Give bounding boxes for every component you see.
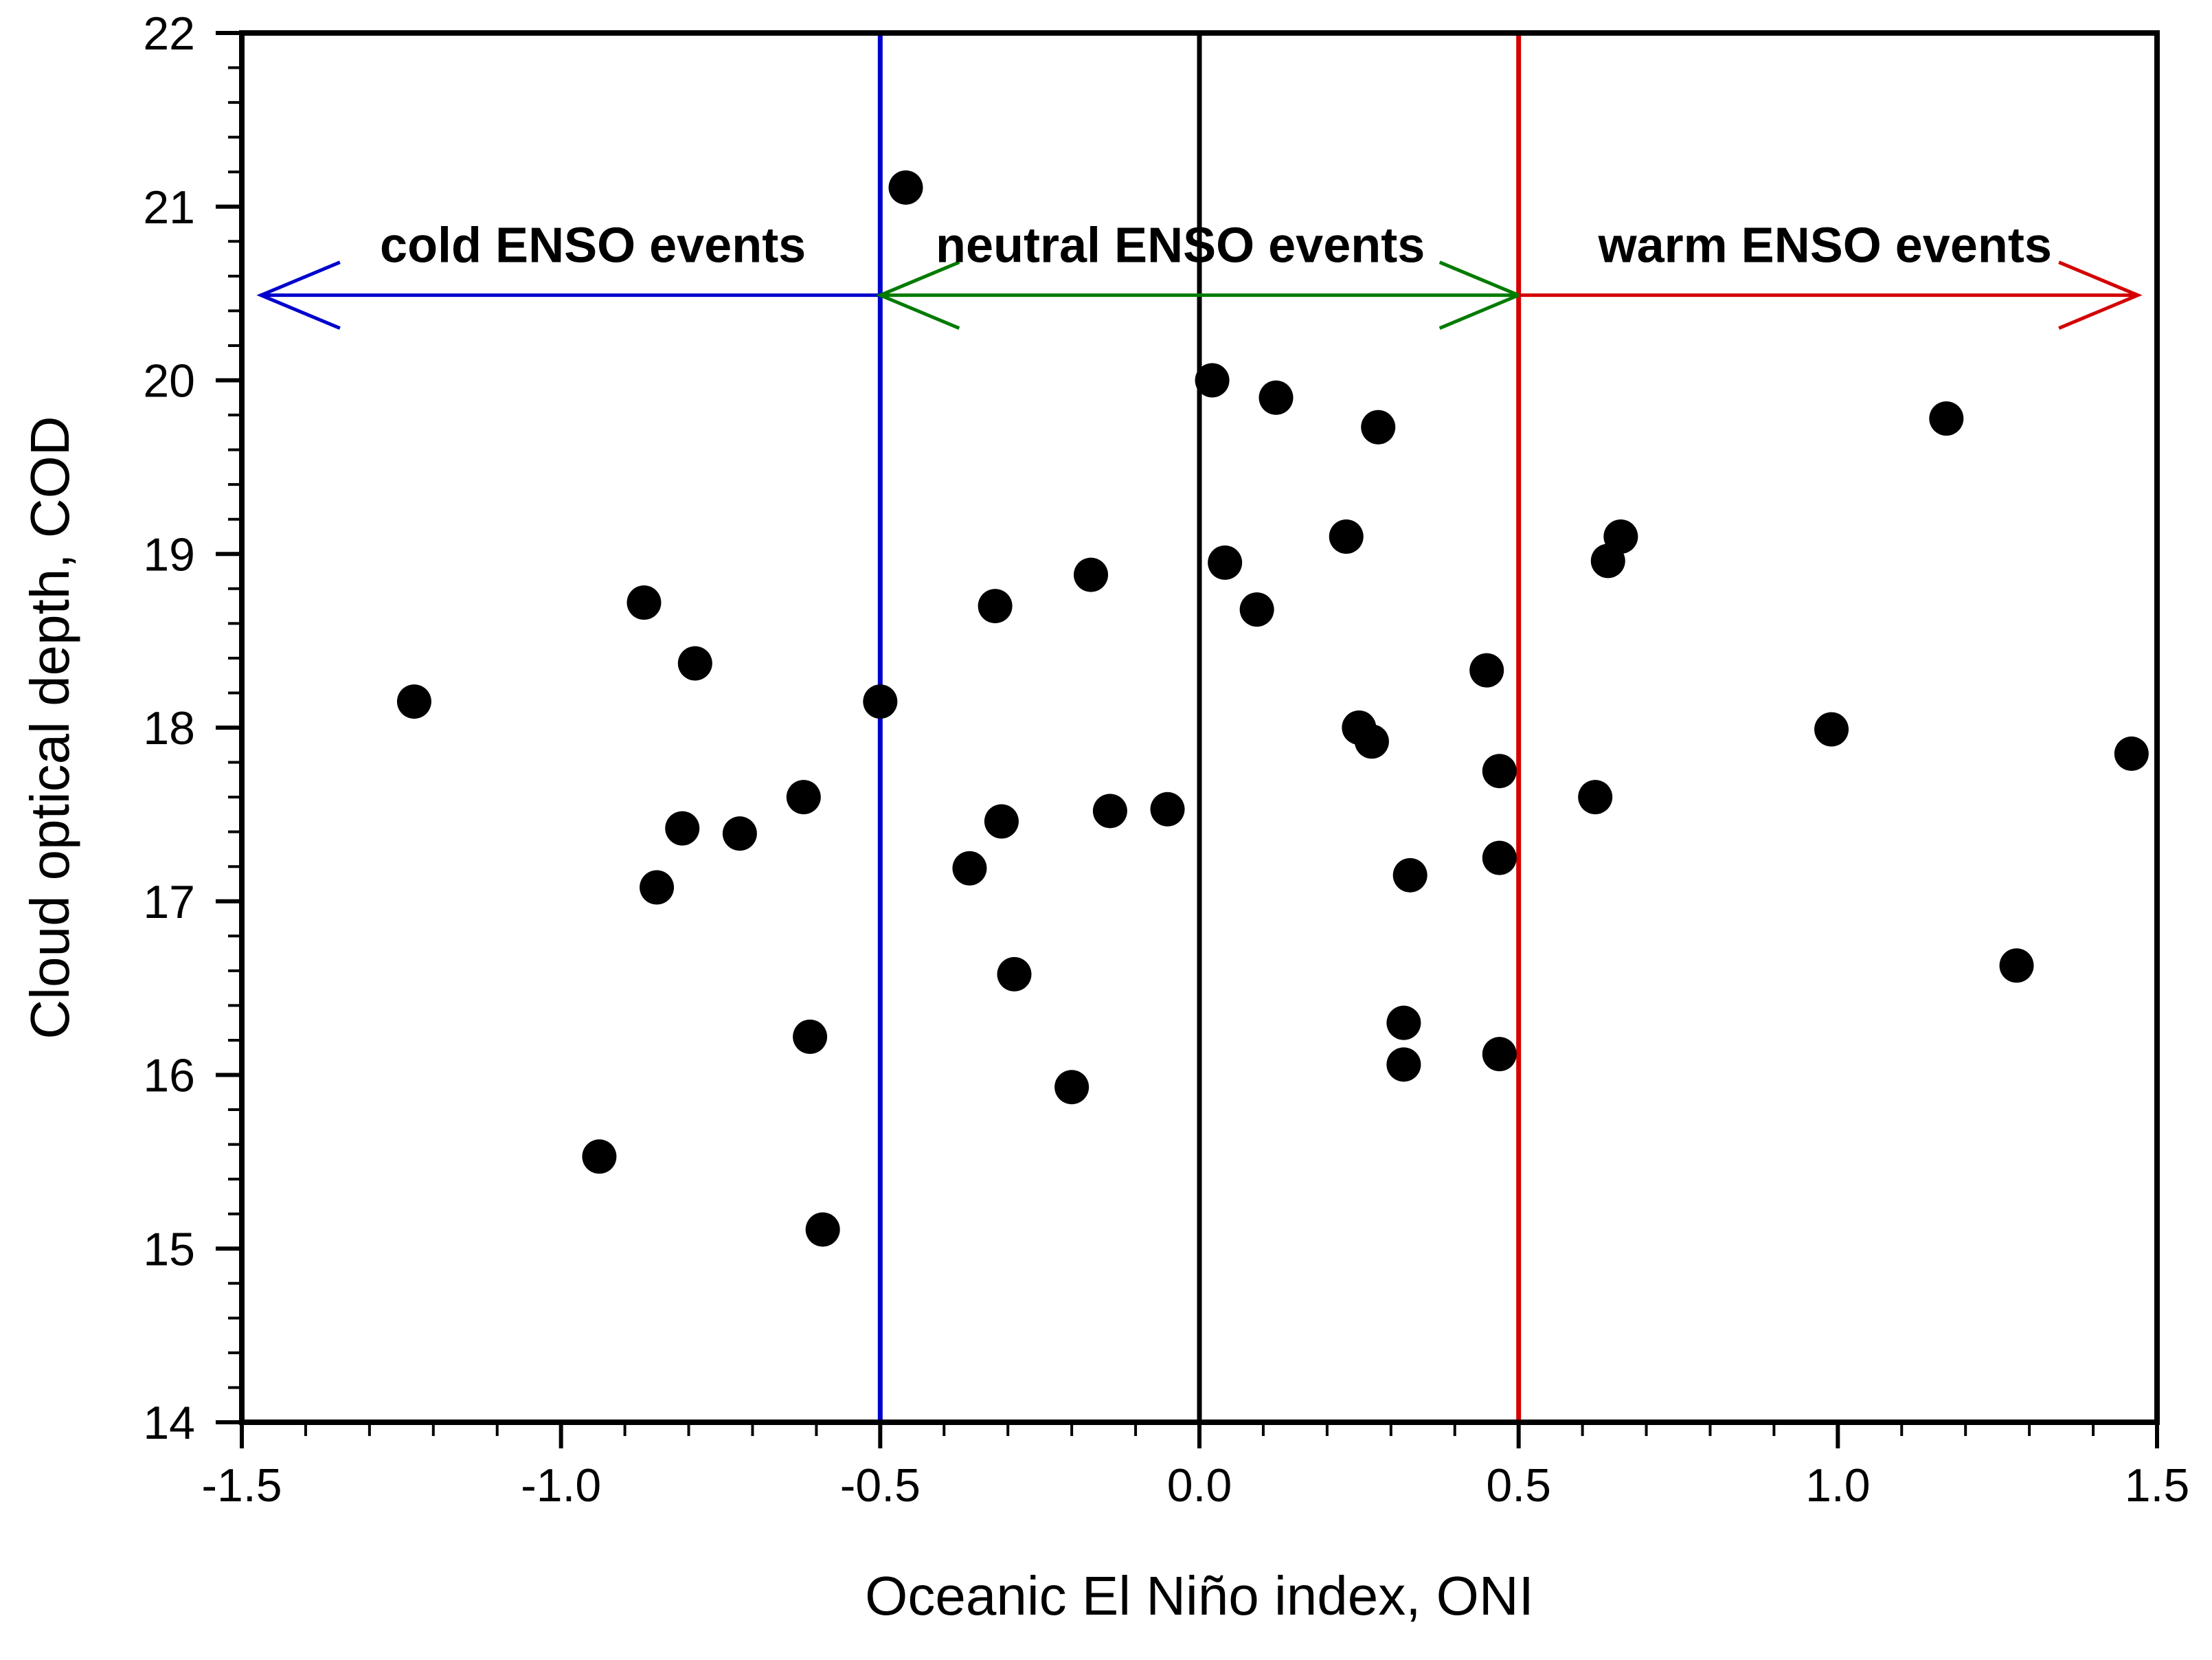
data-point [978, 589, 1013, 624]
data-point [1239, 592, 1274, 627]
data-point [1195, 363, 1230, 398]
x-tick-label: 1.0 [1805, 1459, 1871, 1512]
data-point [1386, 1047, 1421, 1082]
data-point [677, 646, 712, 681]
data-point [722, 816, 757, 851]
data-point [1259, 380, 1294, 415]
y-tick-label: 16 [143, 1050, 195, 1102]
data-point [1482, 1037, 1517, 1072]
data-point [1469, 653, 1504, 688]
zone-arrow-head [256, 260, 341, 330]
data-point [1999, 948, 2034, 983]
data-point [984, 804, 1019, 839]
data-point [640, 870, 675, 905]
data-point [627, 585, 662, 620]
data-point [1074, 557, 1109, 592]
data-point [1482, 754, 1517, 789]
y-tick-label: 18 [143, 702, 195, 754]
zone-arrow-head [2058, 260, 2143, 330]
data-point [1814, 712, 1849, 747]
zone-label-neutral-enso: neutral ENSO events [936, 218, 1425, 273]
y-axis-title: Cloud optical depth, COD [19, 416, 80, 1039]
data-point [1482, 840, 1517, 875]
y-tick-label: 15 [143, 1223, 195, 1275]
y-tick-label: 21 [143, 181, 195, 234]
y-tick-label: 17 [143, 876, 195, 928]
generated-chart-layer: -1.5 -1.0 -0.5 0.0 0.5 1.0 1.5 14 15 16 17 18 19 20 21… [143, 8, 2189, 1512]
data-point [888, 170, 923, 205]
data-point [1386, 1005, 1421, 1040]
data-point [396, 684, 431, 719]
data-point [805, 1212, 840, 1247]
data-point [1054, 1070, 1090, 1105]
zone-arrow-head [875, 260, 960, 330]
data-point [1361, 410, 1396, 445]
x-tick-label: 0.5 [1486, 1459, 1551, 1512]
data-point [1578, 780, 1613, 815]
x-tick-label: -1.0 [521, 1459, 601, 1512]
data-point [952, 851, 987, 886]
x-tick-label: 1.5 [2125, 1459, 2190, 1512]
data-point [665, 811, 700, 846]
data-point [793, 1019, 828, 1054]
data-point [997, 956, 1032, 991]
zone-label-warm-enso: warm ENSO events [1598, 218, 2052, 273]
data-point [1208, 545, 1243, 580]
data-point [1603, 519, 1638, 554]
y-tick-label: 14 [143, 1397, 195, 1449]
y-tick-label: 22 [143, 8, 195, 60]
x-axis-title: Oceanic El Niño index, ONI [865, 1565, 1534, 1626]
x-tick-label: 0.0 [1167, 1459, 1232, 1512]
data-point [863, 684, 898, 719]
data-point [786, 780, 821, 815]
data-point [1929, 401, 1964, 436]
data-point [1329, 519, 1364, 554]
x-tick-label: -0.5 [840, 1459, 921, 1512]
zone-label-cold-enso: cold ENSO events [380, 218, 806, 273]
data-point [1150, 792, 1185, 827]
data-point [2114, 736, 2149, 771]
data-point [582, 1139, 617, 1174]
data-point [1092, 794, 1127, 829]
y-tick-label: 20 [143, 355, 195, 407]
y-tick-label: 19 [143, 528, 195, 581]
data-point [1354, 724, 1389, 759]
x-tick-label: -1.5 [201, 1459, 282, 1512]
data-point [1392, 857, 1427, 893]
